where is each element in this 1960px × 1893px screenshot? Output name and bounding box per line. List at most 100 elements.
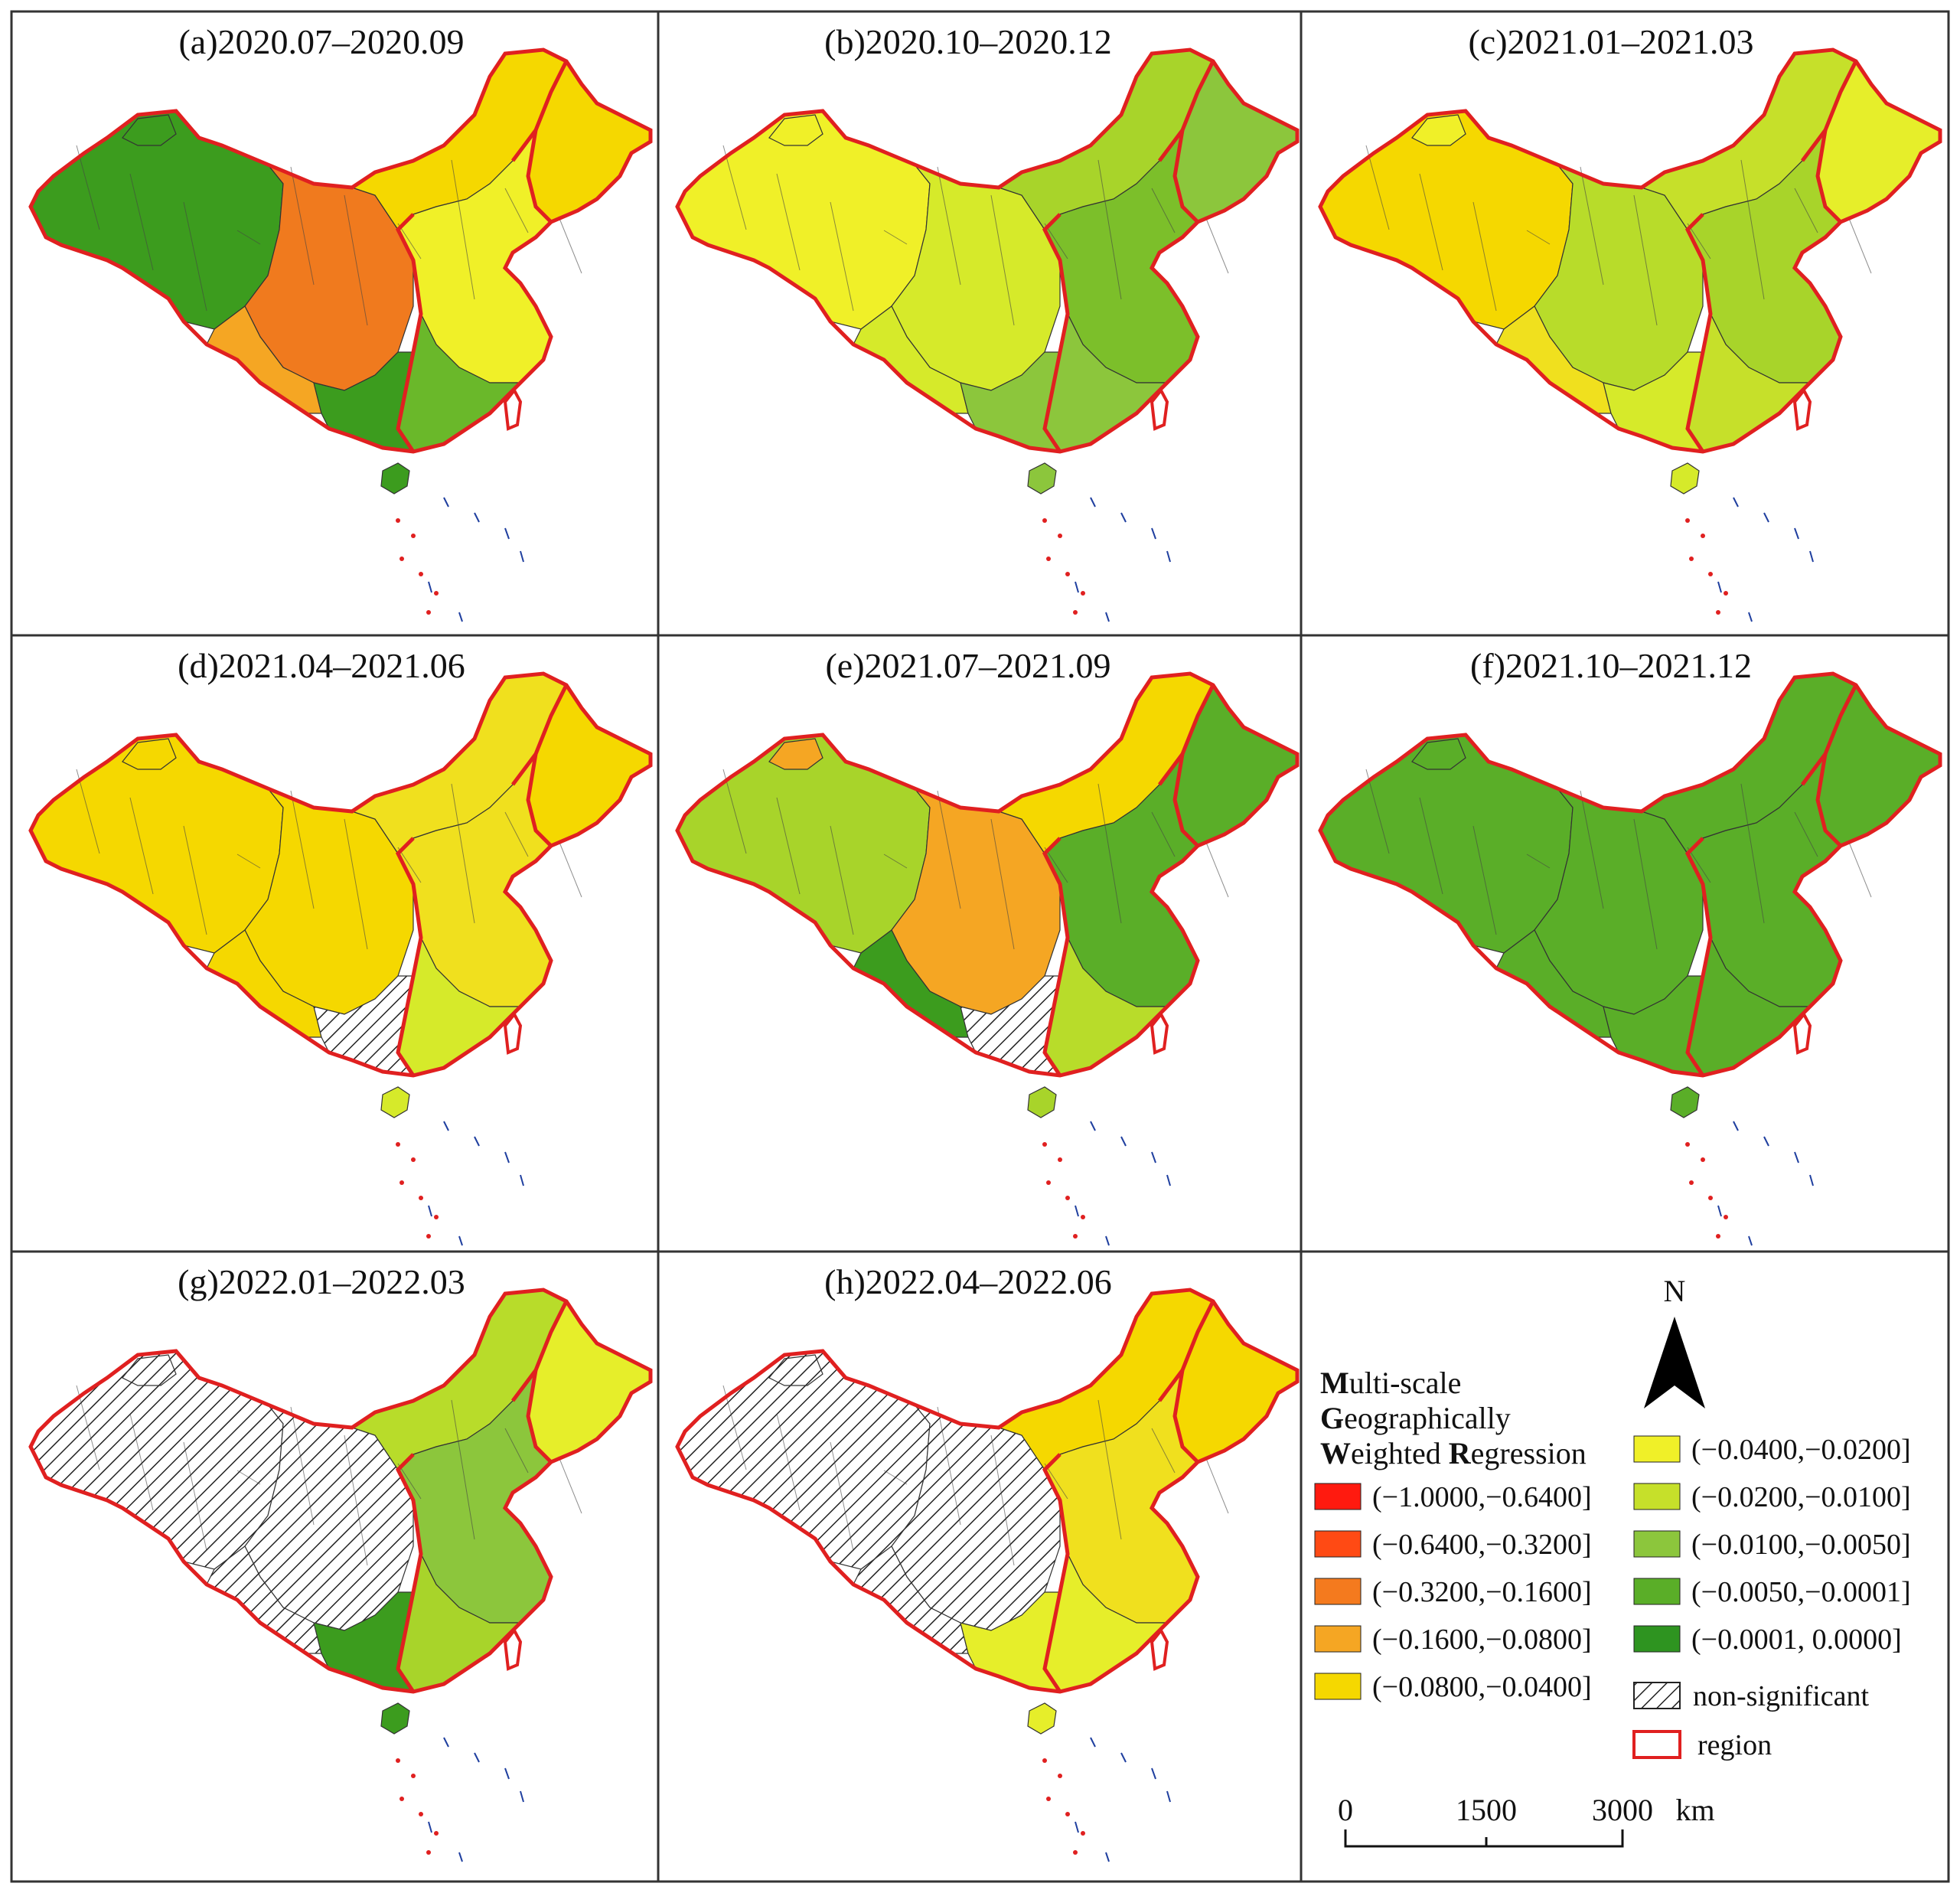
legend-item: (−0.3200,−0.1600] — [1314, 1576, 1592, 1608]
sea-boundary-dash — [1075, 1821, 1079, 1833]
sea-boundary-dash — [1166, 1174, 1171, 1186]
sea-boundary-dash — [1075, 1205, 1079, 1217]
sea-boundary-dash — [458, 612, 463, 622]
island-dot — [434, 1215, 439, 1219]
legend-label: (−0.0800,−0.0400] — [1372, 1671, 1592, 1703]
province-boundary — [1633, 194, 1658, 326]
region-boundary — [395, 837, 423, 1077]
province-boundary — [236, 230, 261, 245]
island-dot — [434, 591, 439, 596]
province-boundary — [830, 1441, 854, 1552]
sea-boundary-dash — [1748, 1235, 1753, 1246]
region-boundary — [1801, 60, 1858, 162]
region-boundary — [1158, 60, 1215, 162]
province-boundary — [504, 188, 529, 233]
sea-boundary-dash — [1717, 1205, 1722, 1217]
province-boundary — [883, 1470, 908, 1485]
sea-boundary-dash — [1166, 1790, 1171, 1803]
sea-boundary-dash — [520, 1790, 524, 1803]
province-boundary — [1472, 201, 1497, 312]
province-boundary — [397, 847, 422, 883]
province-boundary — [344, 1434, 368, 1566]
region-boundary — [1172, 753, 1199, 847]
region-boundary — [1158, 1300, 1215, 1402]
island-dot — [396, 518, 400, 523]
taiwan-island — [1792, 387, 1812, 431]
province-boundary — [1205, 840, 1229, 898]
sea-boundary-dash — [443, 1737, 449, 1748]
north-arrow-icon — [1644, 1317, 1705, 1408]
sea-boundary-dash — [1809, 550, 1814, 563]
region-boundary — [1172, 1369, 1199, 1464]
legend-item: (−0.0200,−0.0100] — [1633, 1481, 1911, 1513]
legend-label: (−0.1600,−0.0800] — [1372, 1624, 1592, 1656]
island-dot — [1724, 1215, 1728, 1219]
province-boundary — [1151, 811, 1176, 857]
island-dot — [1685, 518, 1690, 523]
sea-boundary-dash — [1105, 612, 1110, 622]
legend-swatch — [1314, 1625, 1362, 1653]
province-boundary — [290, 1406, 315, 1526]
legend-swatch — [1314, 1530, 1362, 1558]
legend-label: (−1.0000,−0.6400] — [1372, 1481, 1592, 1513]
map-panel-d: (d)2021.04–2021.06 — [28, 646, 653, 1246]
sea-boundary-dash — [474, 1752, 480, 1763]
map-region-northwest_tip — [122, 1354, 177, 1386]
sea-boundary-dash — [474, 1136, 480, 1147]
map-panel-h: (h)2022.04–2022.06 — [675, 1262, 1300, 1862]
province-boundary — [990, 194, 1015, 326]
map-panel-f: (f)2021.10–2021.12 — [1318, 646, 1942, 1246]
region-boundary — [511, 1300, 569, 1402]
island-dot — [426, 1234, 431, 1239]
region-boundary — [1684, 837, 1713, 1077]
legend-classes-right: (−0.0400,−0.0200] (−0.0200,−0.0100] (−0.01… — [1633, 1434, 1911, 1656]
province-boundary — [1740, 159, 1765, 300]
sea-boundary-dash — [1151, 1767, 1156, 1780]
province-boundary — [776, 797, 801, 895]
sea-boundary-dash — [520, 1174, 524, 1186]
panel-frame — [10, 10, 1950, 1883]
panel-title-g: (g)2022.01–2022.03 — [178, 1262, 465, 1301]
province-boundary — [129, 1413, 154, 1511]
island-dot — [1708, 572, 1713, 576]
map-panel-a: (a)2020.07–2020.09 — [28, 22, 653, 622]
province-boundary — [558, 1456, 582, 1514]
island-dot — [419, 1196, 423, 1200]
sea-boundary-dash — [504, 1151, 510, 1164]
island-dot — [426, 1850, 431, 1855]
sea-boundary-dash — [1090, 1121, 1096, 1131]
province-boundary — [76, 1385, 100, 1470]
province-boundary — [183, 1441, 207, 1552]
taiwan-island — [503, 387, 523, 431]
province-boundary — [937, 166, 961, 286]
province-boundary — [937, 1406, 961, 1526]
north-arrow: N — [1644, 1274, 1705, 1408]
region-boundary — [395, 213, 423, 453]
province-boundary — [76, 769, 100, 854]
province-boundary — [183, 825, 207, 935]
legend-label: (−0.0050,−0.0001] — [1691, 1576, 1911, 1608]
province-boundary — [1151, 1428, 1176, 1474]
region-boundary — [511, 684, 569, 786]
map-region-hainan — [380, 1702, 410, 1735]
legend-item: (−0.0400,−0.0200] — [1633, 1434, 1911, 1466]
taiwan-island — [1150, 387, 1169, 431]
scale-tick-0: 0 — [1338, 1793, 1353, 1827]
region-boundary — [1158, 684, 1215, 786]
province-boundary — [558, 840, 582, 898]
map-region-hainan — [1027, 1702, 1057, 1735]
sea-boundary-dash — [443, 497, 449, 508]
sea-boundary-dash — [443, 1121, 449, 1131]
province-boundary — [1526, 230, 1551, 245]
region-boundary — [1042, 1453, 1070, 1693]
province-boundary — [1580, 166, 1604, 286]
legend-swatch — [1633, 1530, 1681, 1558]
province-boundary — [236, 853, 261, 869]
legend-item: (−1.0000,−0.6400] — [1314, 1481, 1592, 1513]
taiwan-island — [1150, 1011, 1169, 1055]
map-region-northwest_tip — [768, 1354, 823, 1386]
island-dot — [411, 1157, 416, 1162]
province-boundary — [1419, 797, 1443, 895]
island-dot — [1073, 1850, 1078, 1855]
map-region-hainan — [1670, 1086, 1700, 1118]
